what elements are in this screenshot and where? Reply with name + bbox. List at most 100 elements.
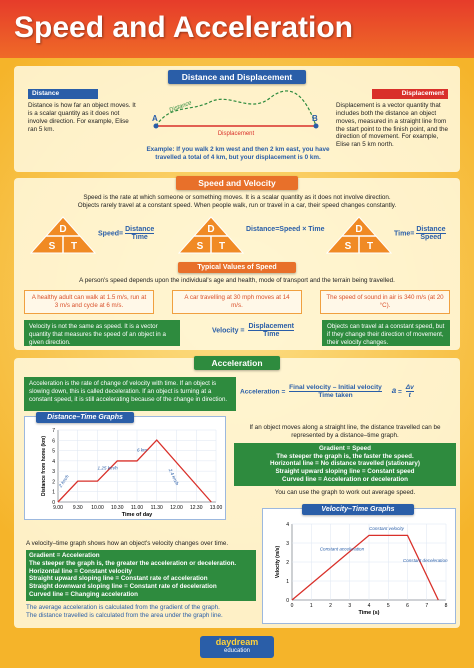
letter: S [345, 241, 352, 252]
numerator: Distance [416, 226, 446, 234]
formula-triangle: DS T [30, 216, 96, 254]
distance-text: Distance is how far an object moves. It … [28, 102, 136, 133]
vt-notes: A velocity–time graph shows how an objec… [26, 540, 256, 620]
point-a [153, 123, 159, 129]
annotation: Constant acceleration [320, 547, 365, 552]
denominator: Time taken [318, 392, 353, 399]
formula-triangle: DS T [178, 216, 244, 254]
fraction: Distance Speed [416, 226, 446, 241]
y-tick-label: 4 [52, 459, 55, 465]
letter: T [71, 241, 77, 252]
numerator: Final velocity – Initial velocity [289, 384, 382, 392]
lhs: Velocity [212, 327, 239, 335]
intro-line: Speed is the rate at which someone or so… [83, 194, 391, 201]
formula-triangle: DS T [326, 216, 392, 254]
distance-time-graph: 9.00 9.30 10.00 10.30 11.00 11.30 12.00 12.30 13… [41, 428, 223, 518]
x-tick-label: 7 [425, 603, 428, 609]
annotation: 1.25 km/h [98, 466, 119, 471]
denominator: Time [131, 234, 148, 241]
section-heading: Distance and Displacement [168, 70, 306, 84]
y-tick-label: 3 [52, 469, 55, 475]
y-tick-label: 3 [286, 541, 289, 547]
equals: = [281, 388, 286, 396]
note-item: Straight downward sloping line = Constan… [29, 583, 217, 591]
x-tick-label: 6 [406, 603, 409, 609]
lhs: Time [394, 230, 411, 238]
y-tick-label: 2 [52, 479, 55, 485]
displacement-text: Displacement is a vector quantity that i… [336, 102, 449, 149]
graph-line [291, 534, 439, 601]
path-label: Distance [169, 100, 194, 114]
numerator: Δv [405, 384, 414, 392]
displacement-label: Displacement [372, 89, 448, 99]
brand: daydream [215, 637, 259, 647]
numerator: Distance [125, 226, 155, 234]
formula: Time= Distance Speed [394, 226, 448, 241]
letter: S [49, 241, 56, 252]
note-intro: A velocity–time graph shows how an objec… [26, 540, 229, 547]
x-tick-label: 11.30 [151, 505, 163, 511]
dt-notes: If an object moves along a straight line… [234, 424, 456, 497]
fraction: Final velocity – Initial velocity Time ta… [289, 384, 382, 399]
distance-label: Distance [28, 89, 98, 99]
x-tick-label: 2 [329, 603, 332, 609]
speed-intro: Speed is the rate at which someone or so… [24, 194, 450, 210]
label-b: B [312, 114, 318, 123]
distance-diagram: A B Distance Displacement [152, 90, 319, 137]
equals: = [398, 388, 402, 396]
lhs: Distance [246, 226, 276, 233]
y-tick-label: 5 [52, 449, 55, 455]
note-intro: If an object moves along a straight line… [249, 424, 441, 439]
note-list: Gradient = Acceleration The steeper the g… [26, 549, 256, 602]
acceleration-definition: Acceleration is the rate of change of ve… [24, 377, 236, 411]
x-tick-label: 4 [368, 603, 371, 609]
denominator: Time [263, 331, 280, 338]
letter: T [219, 241, 225, 252]
title: Speed and Acceleration [14, 11, 353, 44]
y-tick-label: 4 [286, 522, 289, 528]
note-list: Gradient = Speed The steeper the graph is… [234, 442, 456, 487]
typical-intro: A person's speed depends upon the indivi… [79, 277, 395, 284]
x-tick-label: 9.30 [73, 505, 83, 511]
letter: T [367, 241, 373, 252]
intro-line: Objects rarely travel at a constant spee… [77, 201, 397, 209]
note-item: Horizontal line = Constant velocity [29, 567, 133, 575]
equals: = [240, 327, 245, 335]
label-a: A [152, 114, 158, 123]
note-outro: You can use the graph to work out averag… [274, 489, 416, 497]
y-tick-label: 6 [52, 438, 55, 444]
x-tick-label: 12.30 [190, 505, 203, 511]
x-tick-label: 9.00 [53, 505, 63, 511]
section-heading: Speed and Velocity [176, 176, 298, 190]
subheading: Typical Values of Speed [178, 262, 296, 273]
speed-example: A car travelling at 30 mph moves at 14 m… [172, 290, 302, 314]
x-tick-label: 3 [348, 603, 351, 609]
note-item: Straight upward sloping line = Constant … [29, 575, 208, 583]
letter: S [197, 241, 204, 252]
x-tick-label: 0 [291, 603, 294, 609]
x-tick-label: 10.30 [111, 505, 124, 511]
y-tick-label: 0 [286, 598, 289, 604]
outro-line: The average acceleration is calculated f… [26, 604, 220, 612]
numerator: Displacement [248, 323, 294, 331]
x-tick-label: 13.00 [210, 505, 223, 511]
y-tick-label: 7 [52, 428, 55, 434]
y-tick-label: 2 [286, 560, 289, 566]
header-band [0, 0, 474, 58]
annotation: 6 km [137, 448, 147, 453]
letter: D [59, 224, 66, 235]
y-tick-label: 1 [52, 490, 55, 496]
speed-example: A healthy adult can walk at 1.5 m/s, run… [24, 290, 154, 314]
note-item: Horizontal line = No distance travelled … [270, 460, 420, 468]
x-axis-label: Time (s) [359, 610, 380, 616]
vt-graph-box [262, 508, 456, 624]
x-tick-label: 11.00 [131, 505, 143, 511]
acceleration-formula: Acceleration = Final velocity – Initial … [240, 384, 458, 399]
lhs: Speed [98, 230, 120, 238]
x-tick-label: 8 [445, 603, 448, 609]
letter: D [355, 224, 362, 235]
annotation: Constant deceleration [403, 558, 448, 563]
formula: Distance=Speed × Time [246, 226, 324, 233]
